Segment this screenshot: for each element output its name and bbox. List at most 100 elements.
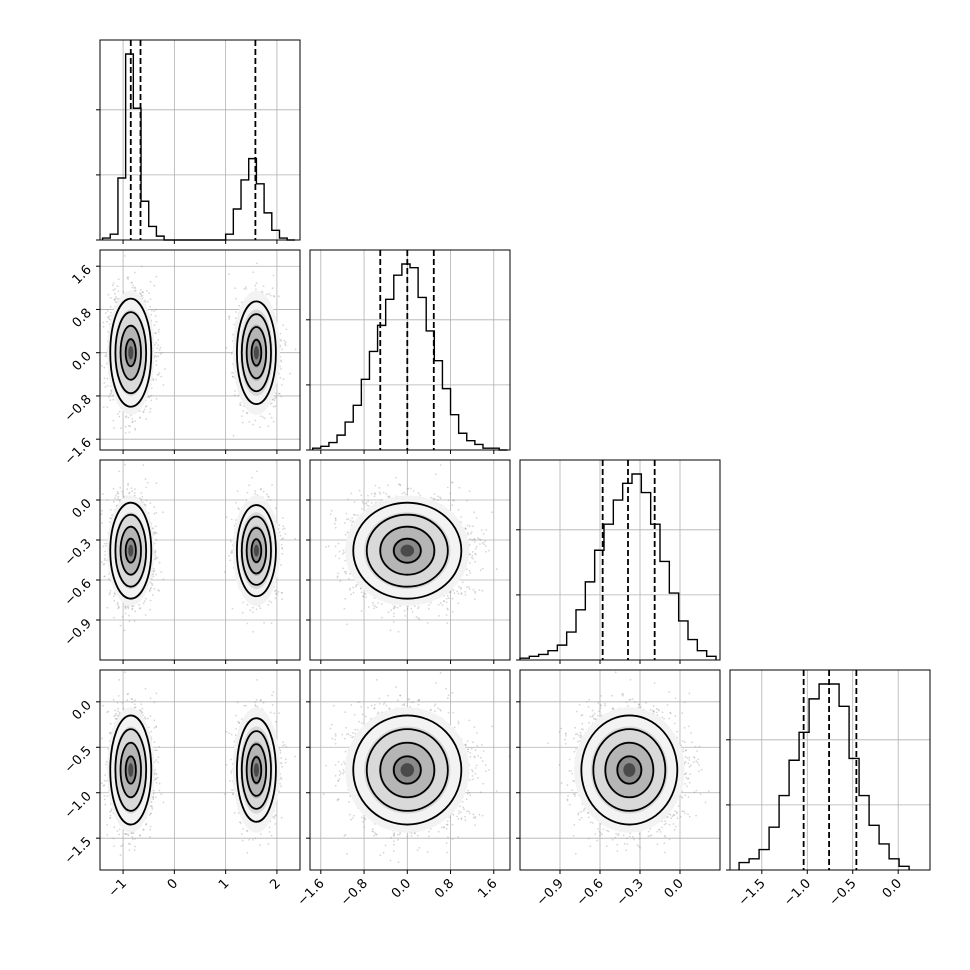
histogram-panel-0	[96, 39, 301, 244]
scatter-point	[154, 555, 157, 557]
scatter-point	[115, 494, 117, 497]
scatter-point	[131, 420, 134, 423]
density-contour	[240, 313, 272, 393]
scatter-point	[142, 410, 145, 413]
scatter-point	[117, 290, 120, 293]
scatter-point	[118, 470, 121, 473]
scatter-point	[274, 405, 277, 408]
scatter-point	[130, 414, 133, 417]
scatter-point	[282, 324, 285, 327]
y-tick-label: −1.6	[62, 435, 95, 468]
scatter-point	[100, 513, 103, 516]
y-tick-label: 0.0	[70, 349, 95, 374]
scatter-point	[256, 262, 258, 265]
scatter-point	[280, 368, 282, 370]
scatter-point	[117, 607, 120, 610]
scatter-point	[277, 591, 280, 593]
scatter-point	[157, 355, 160, 357]
scatter-point	[144, 614, 147, 616]
x-tick-label: 0.0	[880, 876, 905, 901]
scatter-point	[123, 629, 126, 632]
panel-frame	[729, 669, 931, 871]
scatter-point	[258, 605, 261, 608]
scatter-point	[243, 288, 246, 290]
scatter-point	[153, 310, 156, 312]
scatter-point	[143, 408, 146, 411]
scatter-point	[106, 377, 109, 380]
histogram-step-2	[519, 473, 717, 660]
scatter-point	[284, 341, 287, 344]
scatter-point	[281, 384, 283, 386]
scatter-point	[152, 567, 155, 570]
scatter-point	[110, 390, 113, 393]
scatter-point	[280, 395, 283, 398]
scatter-point	[122, 291, 125, 293]
scatter-point	[147, 300, 149, 303]
scatter-point	[231, 340, 234, 342]
scatter-point	[111, 514, 113, 517]
scatter-point	[112, 419, 115, 422]
histogram-panel-1	[306, 249, 511, 454]
scatter-point	[113, 595, 115, 597]
scatter-point	[102, 321, 105, 324]
scatter-point	[151, 309, 153, 312]
scatter-point	[152, 527, 154, 530]
scatter-point	[145, 418, 148, 420]
scatter-point	[151, 584, 154, 586]
scatter-point	[154, 315, 157, 317]
scatter-point	[144, 301, 147, 303]
scatter-point	[230, 352, 233, 355]
scatter-point	[127, 424, 130, 427]
density-contour	[109, 297, 153, 408]
scatter-point	[242, 410, 245, 412]
scatter-point	[109, 314, 111, 317]
scatter-point	[143, 236, 145, 238]
panel-frame	[519, 459, 721, 661]
scatter-point	[103, 575, 106, 578]
scatter-point	[109, 393, 112, 396]
scatter-point	[259, 426, 261, 429]
scatter-point	[239, 401, 242, 404]
scatter-point	[139, 416, 142, 419]
scatter-point	[280, 538, 283, 540]
panel-frame	[99, 249, 301, 451]
scatter-point	[268, 413, 271, 415]
scatter-point	[138, 292, 141, 294]
scatter-point	[150, 313, 153, 316]
scatter-point	[145, 486, 148, 489]
density-core	[128, 345, 134, 360]
scatter-point	[278, 392, 280, 395]
scatter-point	[133, 286, 136, 289]
scatter-point	[132, 284, 135, 287]
scatter-point	[255, 608, 258, 611]
scatter-point	[106, 406, 109, 408]
scatter-point	[263, 417, 266, 420]
scatter-point	[105, 355, 108, 358]
scatter-point	[109, 389, 112, 392]
scatter-point	[268, 292, 270, 295]
scatter-point	[246, 412, 249, 415]
scatter-point	[234, 390, 236, 392]
scatter-point	[151, 594, 154, 596]
scatter-point	[228, 317, 231, 320]
scatter-point	[155, 360, 158, 362]
scatter-point	[130, 282, 133, 284]
scatter-point	[131, 418, 134, 420]
scatter-point	[272, 274, 275, 277]
scatter-point	[259, 607, 262, 610]
scatter-point	[154, 549, 157, 552]
scatter-point	[102, 325, 105, 328]
scatter-point	[125, 415, 128, 417]
scatter-point	[254, 284, 257, 287]
scatter-point	[144, 299, 146, 302]
scatter-point	[102, 406, 105, 408]
scatter-point	[156, 373, 159, 376]
scatter-point	[157, 331, 160, 333]
scatter-point	[159, 353, 162, 355]
scatter-point	[144, 405, 147, 408]
y-tick-label: 0.8	[70, 306, 95, 331]
scatter-point	[246, 491, 249, 494]
panel-frame	[309, 249, 511, 451]
scatter-point	[109, 399, 112, 401]
